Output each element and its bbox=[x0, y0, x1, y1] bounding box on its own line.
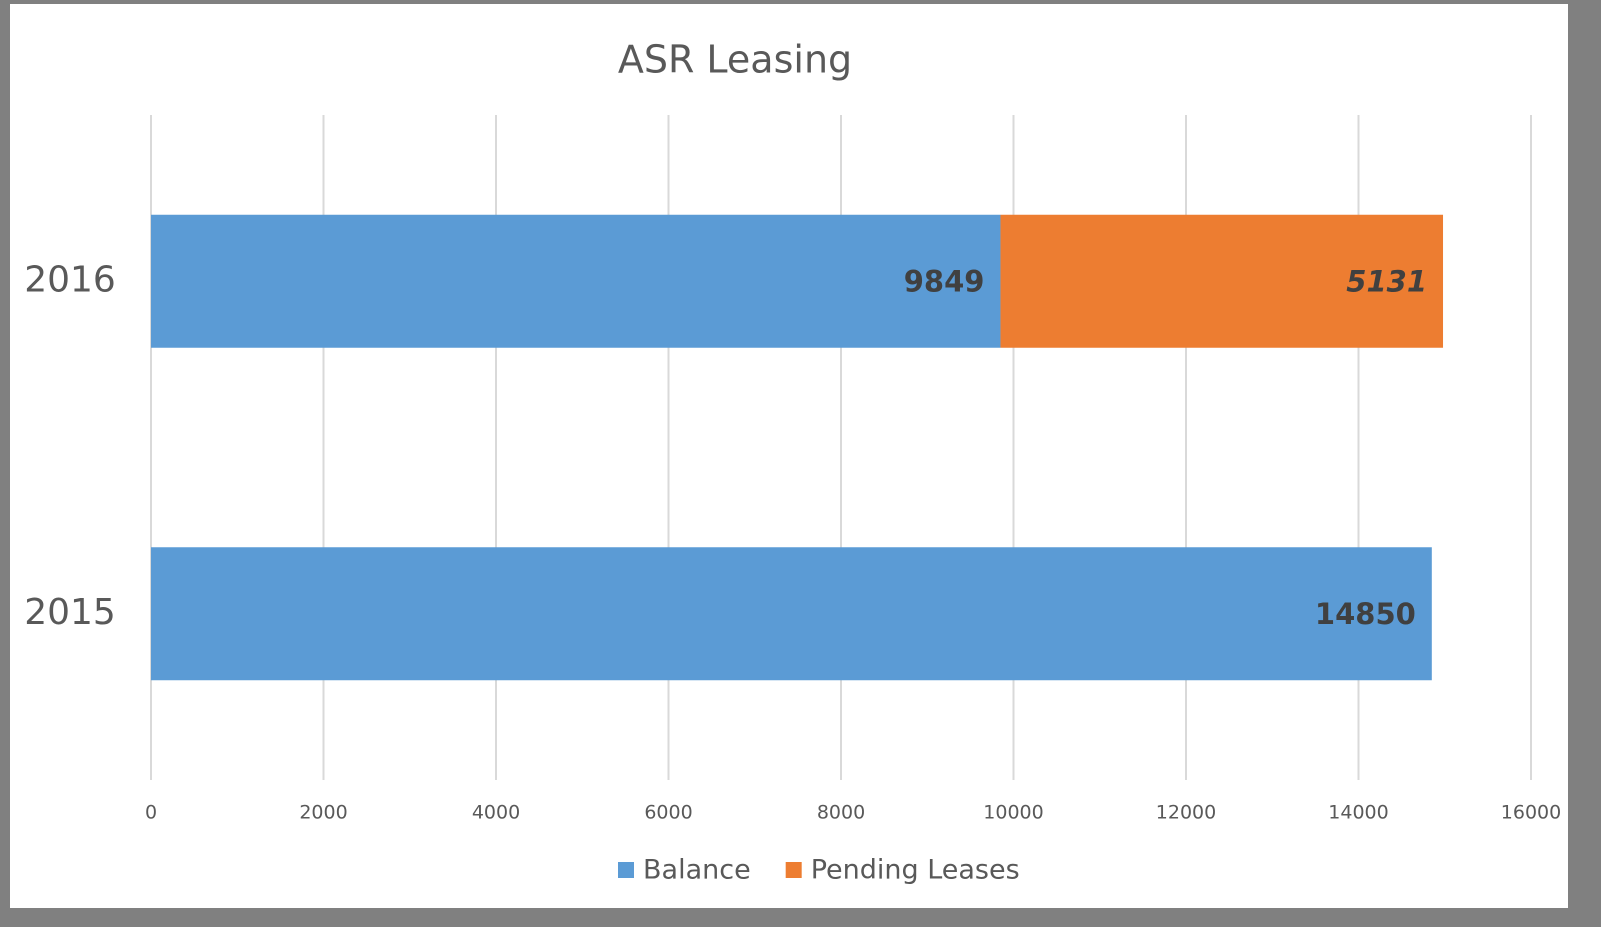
x-tick-label: 16000 bbox=[1501, 802, 1561, 824]
legend-swatch bbox=[785, 862, 802, 878]
data-label: 9849 bbox=[904, 264, 985, 298]
y-tick-label: 2016 bbox=[24, 259, 116, 300]
legend-label: Pending Leases bbox=[811, 855, 1020, 886]
chart-area bbox=[10, 4, 1568, 908]
bar bbox=[1000, 214, 1444, 348]
x-tick-label: 14000 bbox=[1328, 802, 1388, 824]
x-tick-label: 6000 bbox=[644, 802, 692, 824]
legend-swatch bbox=[618, 862, 634, 878]
bar bbox=[151, 547, 1432, 681]
chart-title: ASR Leasing bbox=[618, 38, 852, 82]
x-tick-label: 8000 bbox=[817, 802, 865, 824]
data-label: 14850 bbox=[1315, 597, 1416, 631]
x-tick-label: 0 bbox=[145, 802, 157, 824]
x-tick-label: 2000 bbox=[299, 802, 347, 824]
legend-label: Balance bbox=[643, 855, 751, 886]
x-tick-label: 10000 bbox=[983, 802, 1043, 824]
x-tick-label: 4000 bbox=[472, 802, 520, 824]
bar bbox=[151, 214, 1001, 348]
data-label: 5131 bbox=[1346, 264, 1427, 298]
y-tick-label: 2015 bbox=[24, 592, 116, 633]
x-tick-label: 12000 bbox=[1156, 802, 1216, 824]
